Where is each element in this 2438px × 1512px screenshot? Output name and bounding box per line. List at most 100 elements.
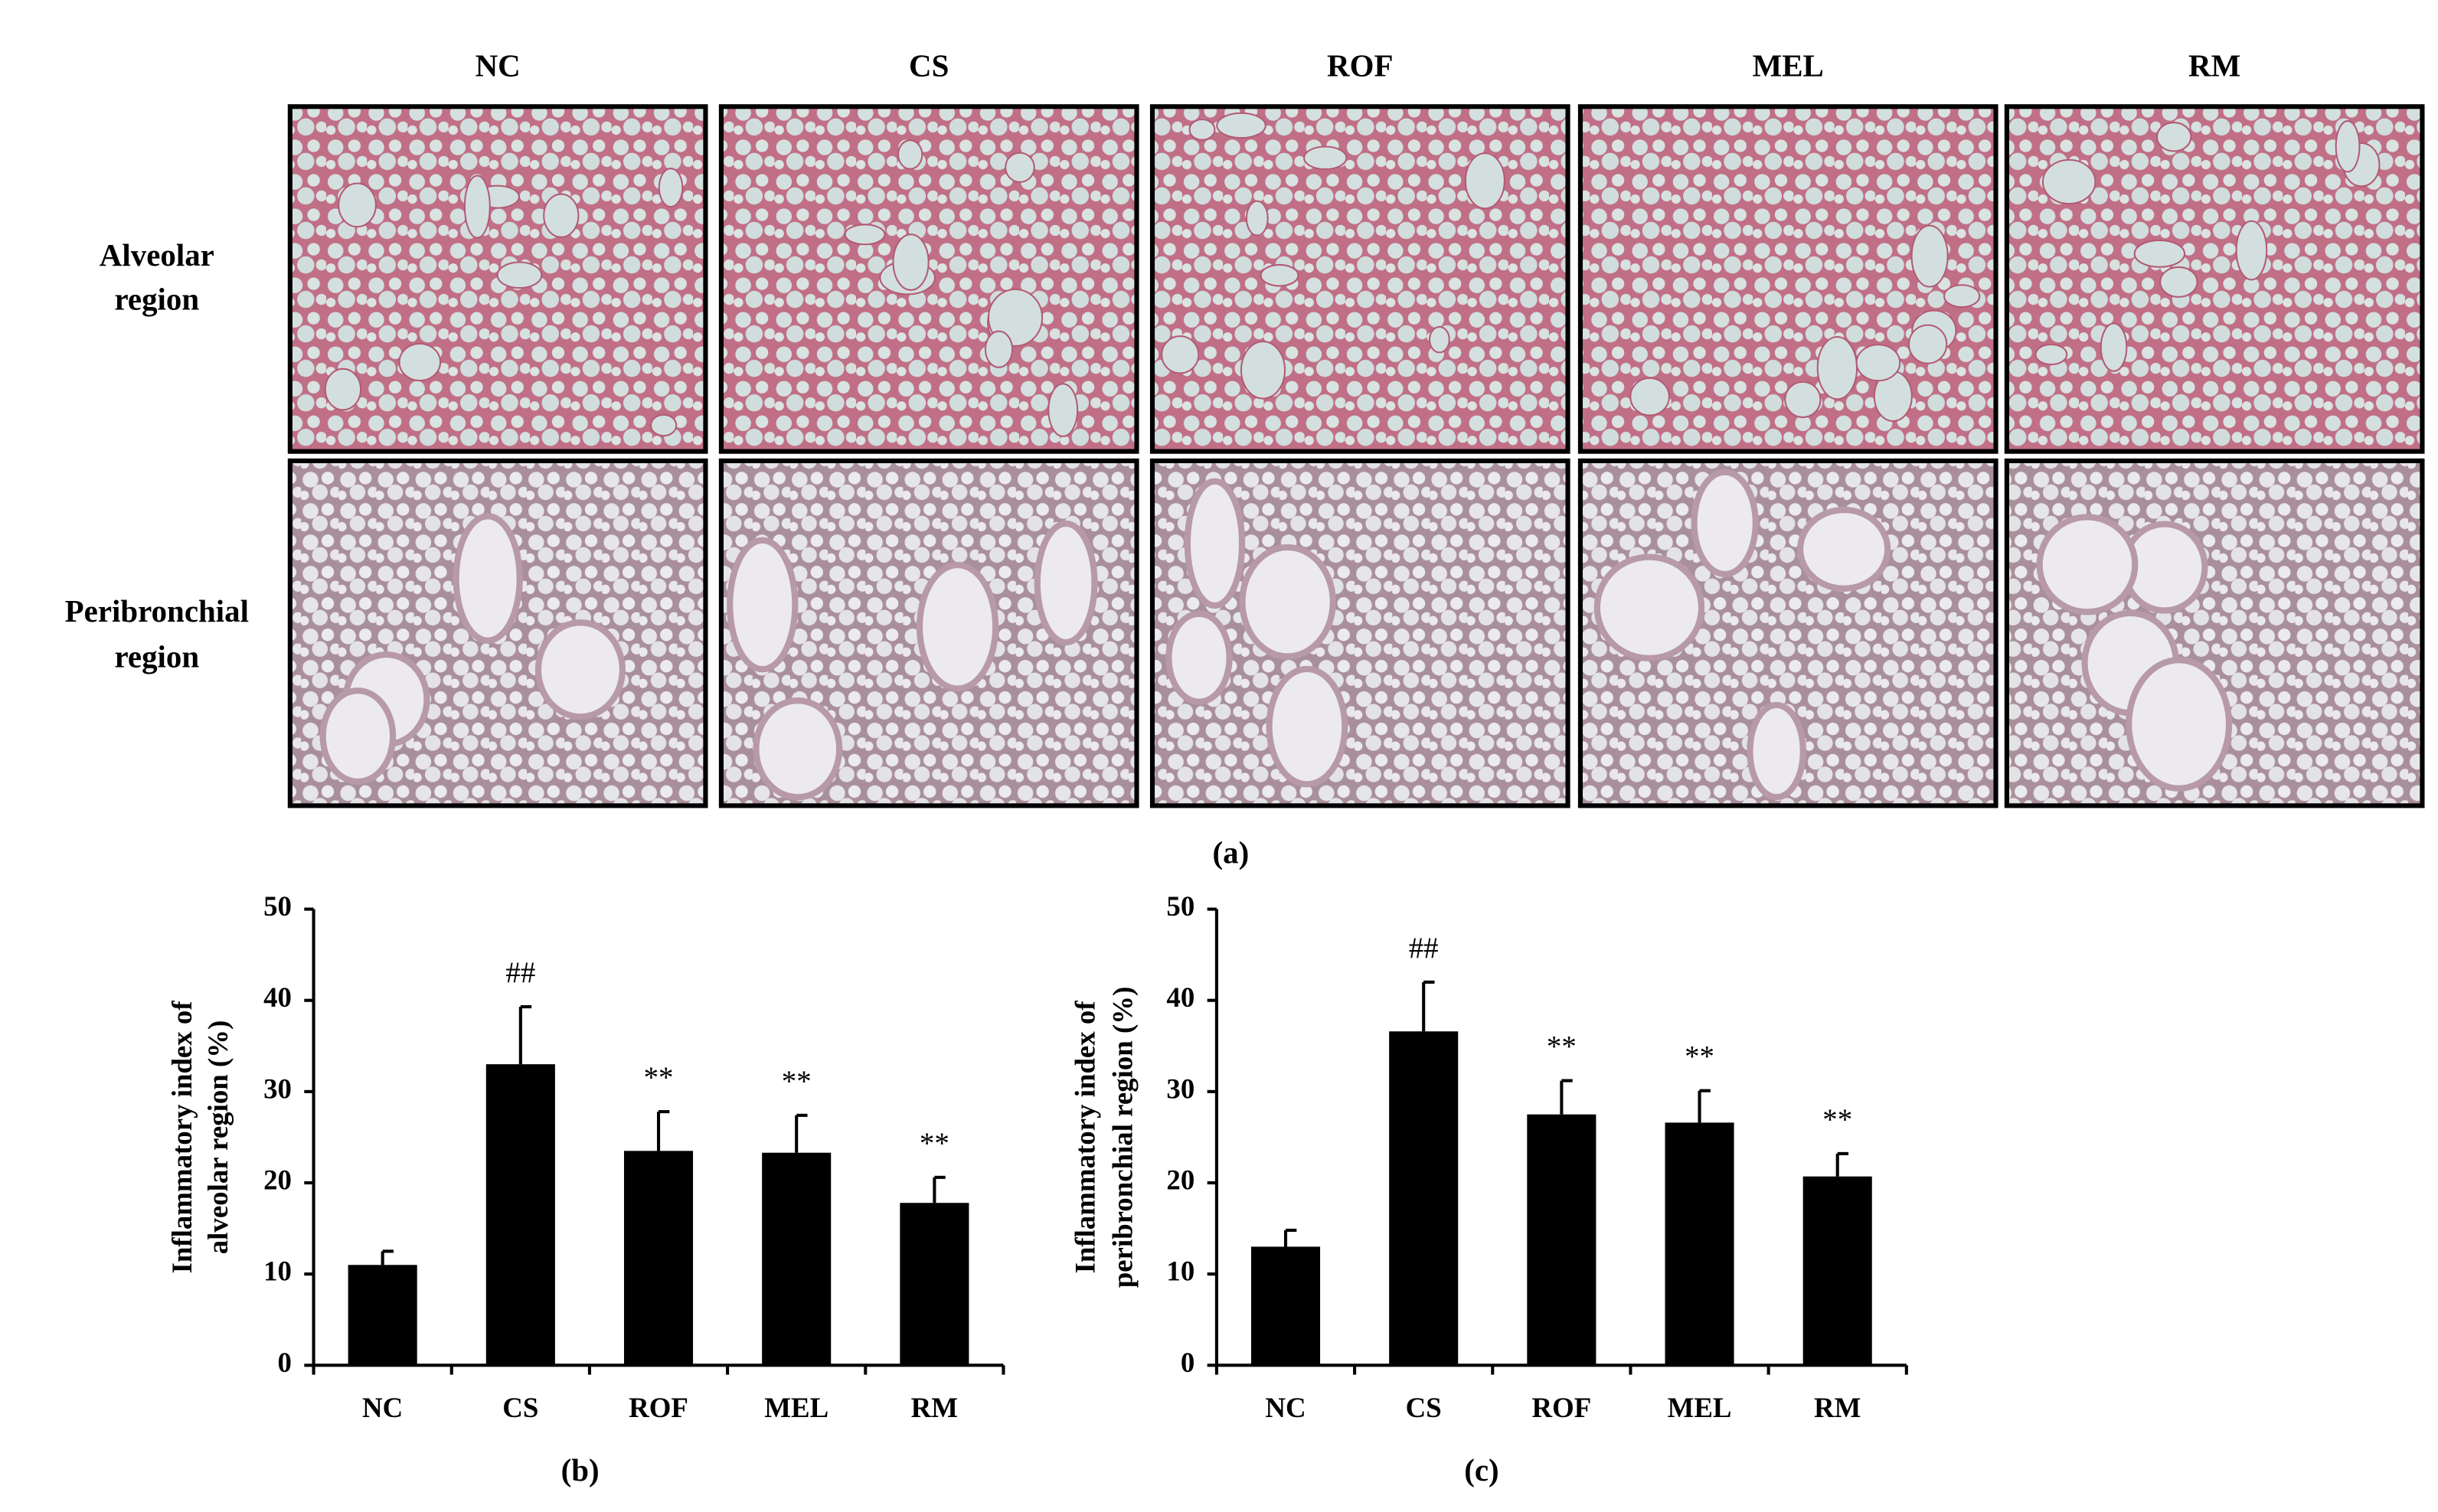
airspace: [543, 193, 580, 238]
airspace: [1216, 112, 1266, 139]
x-tick-label: MEL: [1668, 1392, 1732, 1423]
micrograph-frame: [718, 458, 1139, 808]
x-tick-label: NC: [1265, 1392, 1306, 1423]
airspace: [1239, 544, 1336, 660]
airspace: [1816, 335, 1858, 400]
airspace: [844, 224, 886, 246]
airspace: [1428, 325, 1450, 354]
airspace: [649, 413, 678, 437]
column-header: MEL: [1753, 48, 1824, 83]
micrograph-frame: [1577, 458, 1998, 808]
airspace: [2159, 266, 2198, 298]
airspace: [2155, 122, 2192, 152]
airspace: [753, 697, 843, 801]
y-tick-label: 10: [263, 1256, 292, 1287]
airspace: [534, 619, 626, 720]
annotation: **: [644, 1061, 674, 1094]
y-tick-label: 50: [263, 890, 292, 922]
micrograph-frame: [2004, 458, 2425, 808]
airspace: [319, 687, 397, 785]
micrograph: [1152, 106, 1568, 452]
airspace: [463, 175, 491, 239]
y-tick-label: 30: [263, 1073, 292, 1104]
micrograph-frame: [1149, 458, 1570, 808]
row-label: region: [114, 282, 199, 317]
airspace: [1907, 324, 1948, 364]
airspace: [1245, 200, 1269, 237]
bar: [1527, 1114, 1596, 1366]
row-label: region: [114, 639, 199, 674]
micrograph-frame: [1149, 104, 1570, 454]
panel-label: (c): [1464, 1453, 1498, 1488]
annotation: **: [1822, 1103, 1852, 1136]
airspace: [1184, 478, 1246, 609]
micrograph-frame: [2004, 104, 2425, 454]
airspace: [1034, 520, 1098, 646]
micrograph-frame: [1577, 104, 1998, 454]
airspace: [2034, 343, 2068, 366]
airspace: [324, 367, 362, 411]
airspace: [1240, 341, 1286, 400]
airspace: [2335, 120, 2361, 173]
airspace: [1005, 152, 1035, 183]
micrograph-frame: [718, 104, 1139, 454]
y-tick-label: 10: [1166, 1256, 1194, 1287]
airspace: [1797, 506, 1891, 592]
x-tick-label: CS: [1406, 1392, 1442, 1423]
column-header: RM: [2188, 48, 2240, 83]
x-tick-label: RM: [1814, 1392, 1861, 1423]
x-tick-label: MEL: [764, 1392, 828, 1423]
airspace: [2041, 158, 2096, 205]
y-tick-label: 20: [1166, 1164, 1194, 1195]
x-tick-label: ROF: [629, 1392, 688, 1423]
y-axis-label: Inflammatory index of: [166, 1001, 198, 1274]
airspace: [1784, 380, 1822, 419]
airspace: [1266, 665, 1348, 788]
airspace: [2126, 657, 2233, 792]
y-axis-label: alveolar region (%): [202, 1021, 234, 1255]
panel-label: (b): [561, 1453, 600, 1488]
x-tick-label: ROF: [1531, 1392, 1591, 1423]
annotation: **: [1547, 1030, 1577, 1063]
panel-label: (a): [1212, 835, 1249, 870]
column-header: NC: [476, 48, 521, 83]
airspace: [1855, 344, 1901, 382]
airspace: [2133, 239, 2186, 268]
column-header: ROF: [1327, 48, 1393, 83]
x-tick-label: NC: [362, 1392, 403, 1423]
airspace: [1910, 224, 1949, 288]
airspace: [984, 330, 1014, 368]
micrograph-frame: [287, 458, 708, 808]
airspace: [1188, 118, 1216, 141]
airspace: [1691, 469, 1759, 578]
x-tick-label: CS: [502, 1392, 538, 1423]
annotation: **: [1685, 1040, 1714, 1073]
airspace: [727, 537, 799, 673]
bar: [900, 1203, 969, 1366]
airspace: [1303, 145, 1348, 171]
airspace: [2036, 514, 2139, 616]
airspace: [1161, 335, 1200, 374]
airspace: [2100, 322, 2128, 372]
airspace: [892, 233, 930, 291]
airspace: [1464, 152, 1505, 210]
airspace: [496, 261, 543, 289]
airspace: [2235, 220, 2268, 281]
airspace: [658, 168, 684, 208]
bar: [762, 1152, 832, 1366]
row-label: Peribronchial: [65, 594, 249, 629]
y-axis-label: peribronchial region (%): [1107, 987, 1139, 1288]
airspace: [1747, 701, 1806, 801]
micrograph-frame: [287, 104, 708, 454]
airspace: [1593, 554, 1705, 661]
x-tick-label: RM: [911, 1392, 958, 1423]
bar: [623, 1151, 694, 1366]
y-tick-label: 0: [277, 1347, 291, 1378]
airspace: [1260, 263, 1299, 287]
airspace: [338, 182, 377, 228]
y-tick-label: 20: [263, 1164, 292, 1195]
row-label: Alveolar: [100, 238, 214, 273]
y-tick-label: 30: [1166, 1073, 1194, 1104]
